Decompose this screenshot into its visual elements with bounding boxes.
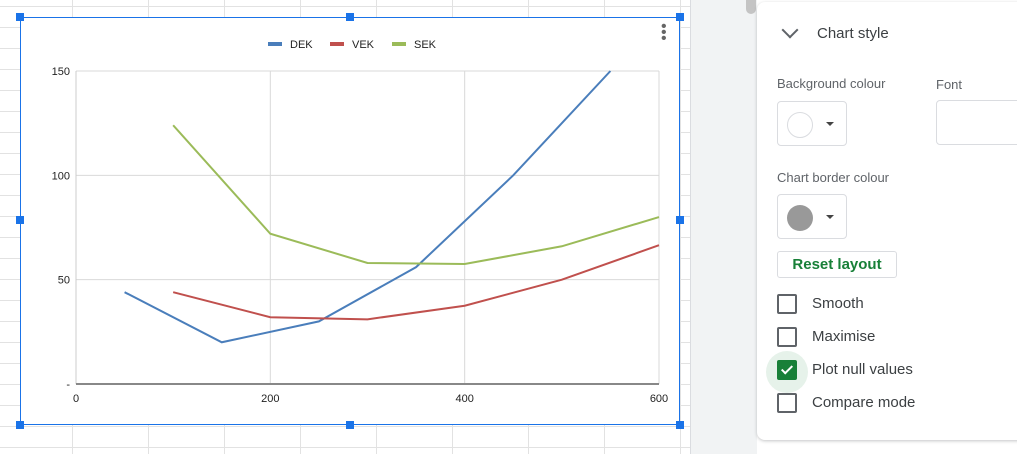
legend-label: SEK xyxy=(414,39,437,51)
checkbox-plot-null-values[interactable] xyxy=(777,360,797,380)
resize-handle[interactable] xyxy=(346,13,354,21)
border-colour-label: Chart border colour xyxy=(777,170,889,185)
reset-layout-button[interactable]: Reset layout xyxy=(777,251,897,278)
checkbox-compare-mode[interactable] xyxy=(777,393,797,413)
line-chart: - 50 100 150 0 200 400 600 DEK VEK SEK xyxy=(52,39,669,405)
check-icon xyxy=(780,362,794,375)
chevron-down-icon[interactable] xyxy=(781,21,799,39)
chart[interactable]: - 50 100 150 0 200 400 600 DEK VEK SEK • • • xyxy=(20,17,680,425)
x-tick-label: 0 xyxy=(73,393,79,405)
y-tick-label: 50 xyxy=(58,275,70,287)
background-colour-label: Background colour xyxy=(777,76,886,91)
chart-style-panel: Chart style Background colour Font Chart… xyxy=(757,2,1017,440)
resize-handle[interactable] xyxy=(16,216,24,224)
series-line-dek xyxy=(124,70,612,344)
y-tick-label: 100 xyxy=(52,170,70,182)
y-tick-label: 150 xyxy=(52,66,70,78)
series-line-vek xyxy=(172,244,660,321)
x-tick-label: 200 xyxy=(261,393,279,405)
checkbox-label: Plot null values xyxy=(812,361,913,378)
background-colour-picker[interactable] xyxy=(777,101,847,146)
x-tick-label: 600 xyxy=(650,393,668,405)
resize-handle[interactable] xyxy=(676,216,684,224)
x-tick-label: 400 xyxy=(455,393,473,405)
series-line-sek xyxy=(172,124,660,266)
y-tick-label: - xyxy=(66,379,70,391)
checkbox-label: Maximise xyxy=(812,328,876,345)
legend-label: VEK xyxy=(352,39,375,51)
resize-handle[interactable] xyxy=(346,421,354,429)
font-select[interactable] xyxy=(936,100,1017,145)
colour-swatch xyxy=(787,112,813,138)
panel-gutter xyxy=(690,0,757,454)
colour-swatch xyxy=(787,205,813,231)
section-title[interactable]: Chart style xyxy=(817,25,889,42)
resize-handle[interactable] xyxy=(676,421,684,429)
dropdown-arrow-icon xyxy=(826,215,834,219)
checkbox-label: Compare mode xyxy=(812,394,916,411)
border-colour-picker[interactable] xyxy=(777,194,847,239)
legend-swatch-sek xyxy=(392,42,406,46)
scrollbar[interactable] xyxy=(746,0,756,14)
legend-swatch-vek xyxy=(330,42,344,46)
legend-swatch-dek xyxy=(268,42,282,46)
dropdown-arrow-icon xyxy=(826,122,834,126)
legend-label: DEK xyxy=(290,39,313,51)
checkbox-maximise[interactable] xyxy=(777,327,797,347)
resize-handle[interactable] xyxy=(16,421,24,429)
checkbox-label: Smooth xyxy=(812,295,864,312)
checkbox-smooth[interactable] xyxy=(777,294,797,314)
font-label: Font xyxy=(936,77,963,92)
resize-handle[interactable] xyxy=(16,13,24,21)
more-options-icon[interactable]: • • • xyxy=(661,18,667,47)
resize-handle[interactable] xyxy=(676,13,684,21)
